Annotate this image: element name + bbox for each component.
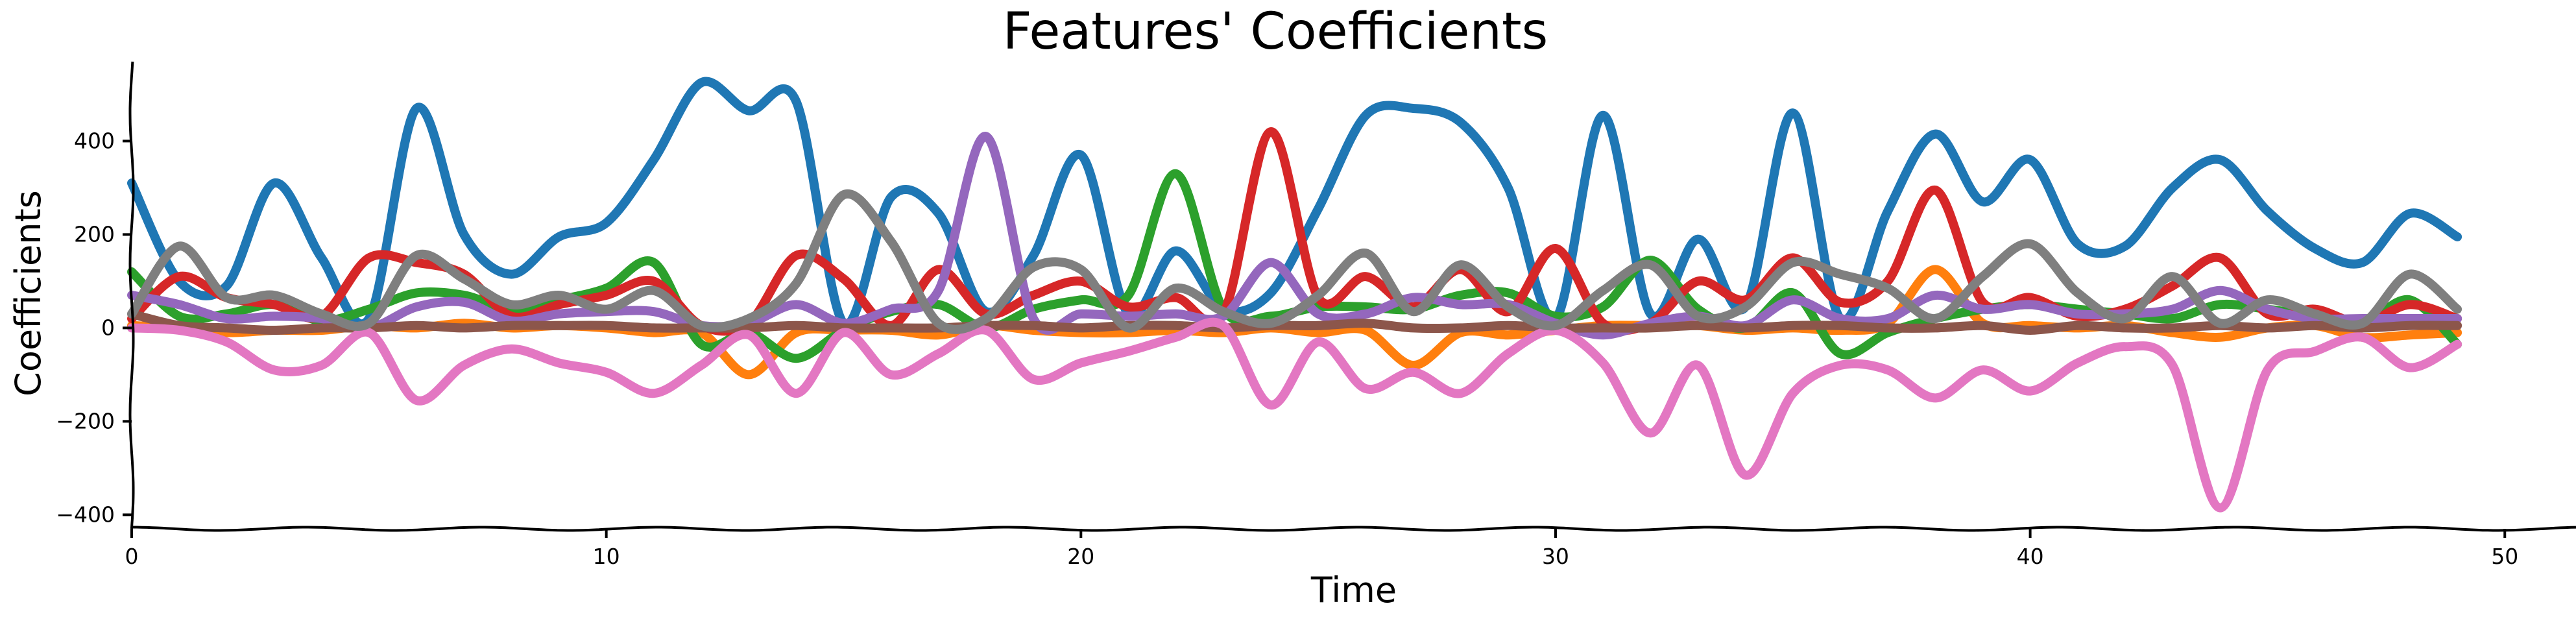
series-line-5	[127, 132, 2462, 340]
x-axis-label: Time	[1310, 570, 1397, 611]
series-line-8	[127, 189, 2462, 334]
x-tick-label: 20	[1067, 544, 1094, 569]
series-line-4	[127, 127, 2462, 336]
y-axis-line	[128, 61, 135, 529]
x-ticks: 0 10 20 30 40 50	[125, 529, 2518, 569]
y-tick-label: 0	[101, 315, 115, 340]
series-line-7	[127, 317, 2462, 513]
y-axis-label: Coefficients	[8, 190, 49, 396]
x-tick-label: 0	[125, 544, 139, 569]
x-tick-label: 40	[2017, 544, 2044, 569]
x-tick-label: 30	[1542, 544, 1569, 569]
y-tick-label: −200	[56, 408, 115, 433]
y-tick-label: 400	[74, 128, 115, 153]
series-line-6	[127, 309, 2462, 335]
chart-title: Features' Coefficients	[1003, 3, 1548, 61]
plot-area	[127, 77, 2462, 513]
x-axis-line	[132, 526, 2576, 532]
y-tick-label: −400	[56, 502, 115, 527]
x-tick-label: 50	[2491, 544, 2518, 569]
y-tick-label: 200	[74, 221, 115, 247]
x-tick-label: 10	[593, 544, 620, 569]
y-ticks: −400 −200 0 200 400	[56, 128, 132, 527]
